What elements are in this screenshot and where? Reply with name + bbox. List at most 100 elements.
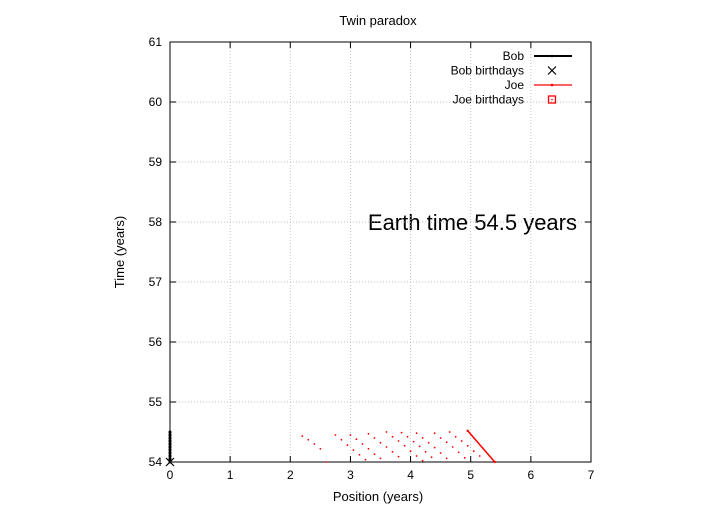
- joe-trail-point: [421, 437, 424, 439]
- joe-trail-point: [466, 444, 469, 447]
- joe-trail-point: [427, 441, 430, 444]
- joe-trail-point: [340, 438, 343, 441]
- joe-trail-point: [325, 461, 328, 463]
- bob-point: [168, 442, 172, 446]
- y-tick-label: 56: [149, 335, 163, 349]
- joe-trail-point: [463, 456, 466, 459]
- joe-trail-point: [439, 452, 442, 454]
- joe-trail-point: [391, 450, 394, 453]
- legend-label-joe-birthdays: Joe birthdays: [453, 93, 524, 107]
- x-tick-label: 4: [407, 468, 414, 482]
- y-tick-label: 60: [149, 95, 163, 109]
- joe-trail-point: [301, 435, 304, 438]
- joe-trail-point: [352, 449, 355, 451]
- joe-trail-point: [397, 440, 400, 442]
- joe-trail-point: [400, 431, 403, 434]
- x-tick-label: 2: [287, 468, 294, 482]
- joe-point: [466, 429, 469, 432]
- joe-trail-point: [445, 457, 448, 460]
- joe-trail-point: [430, 456, 433, 459]
- joe-trail-point: [358, 453, 361, 456]
- joe-trail-point: [361, 443, 364, 445]
- x-tick-label: 7: [588, 468, 595, 482]
- joe-trail-point: [439, 437, 442, 439]
- legend-swatch-dot-joe-birthdays: [551, 98, 553, 101]
- bob-point: [168, 439, 172, 443]
- legend-label-bob-birthdays: Bob birthdays: [451, 64, 524, 78]
- x-tick-label: 0: [167, 468, 174, 482]
- y-axis-label: Time (years): [112, 216, 127, 288]
- joe-trail-point: [334, 434, 337, 436]
- joe-trail-point: [367, 432, 370, 435]
- bob-point: [168, 451, 172, 455]
- joe-line: [467, 430, 496, 463]
- joe-trail-point: [397, 455, 400, 458]
- joe-trail-point: [355, 438, 358, 441]
- joe-trail-point: [385, 431, 388, 433]
- x-axis-label: Position (years): [333, 489, 423, 504]
- joe-trail-point: [451, 446, 454, 448]
- joe-trail-point: [391, 435, 394, 438]
- y-tick-label: 55: [149, 395, 163, 409]
- joe-trail-point: [457, 451, 460, 454]
- joe-trail-point: [415, 432, 418, 435]
- joe-trail-point: [472, 450, 475, 453]
- earth-time-annotation: Earth time 54.5 years: [368, 210, 577, 235]
- y-tick-label: 54: [149, 455, 163, 469]
- joe-trail-point: [418, 445, 421, 448]
- bob-point: [168, 445, 172, 449]
- joe-trail-point: [313, 443, 316, 445]
- joe-trail-point: [364, 458, 367, 461]
- joe-trail-point: [415, 455, 418, 457]
- joe-trail-point: [319, 447, 322, 450]
- joe-trail-point: [349, 434, 352, 436]
- legend-label-bob: Bob: [503, 49, 525, 63]
- joe-trail-point: [385, 446, 388, 448]
- y-tick-label: 59: [149, 155, 163, 169]
- joe-trail-point: [421, 459, 424, 462]
- joe-trail-point: [412, 440, 415, 443]
- joe-trail-point: [409, 450, 412, 453]
- x-tick-label: 6: [528, 468, 535, 482]
- joe-trail-point: [478, 455, 481, 457]
- joe-trail-point: [373, 453, 376, 456]
- bob-point: [168, 433, 172, 437]
- joe-trail-point: [448, 431, 451, 433]
- joe-trail-point: [403, 444, 406, 447]
- legend-swatch-point-joe: [550, 83, 554, 87]
- joe-trail-point: [433, 446, 436, 449]
- joe-trail-point: [373, 437, 376, 439]
- bob-point: [168, 436, 172, 440]
- joe-trail-point: [460, 440, 463, 442]
- joe-trail-point: [433, 432, 436, 435]
- joe-trail-point: [406, 435, 409, 438]
- chart-title: Twin paradox: [339, 13, 417, 28]
- joe-trail-point: [379, 457, 382, 460]
- joe-trail-point: [424, 450, 427, 453]
- bob-point: [168, 448, 172, 452]
- x-tick-label: 1: [227, 468, 234, 482]
- bob-point: [168, 454, 172, 458]
- plot-frame: [169, 41, 592, 463]
- bob-point: [168, 457, 172, 461]
- joe-trail-point: [346, 444, 349, 447]
- joe-trail-point: [379, 441, 382, 444]
- legend-label-joe: Joe: [505, 78, 525, 92]
- joe-trail-point: [445, 441, 448, 444]
- y-tick-label: 61: [149, 35, 163, 49]
- legend-swatch-joe-birthdays: [547, 95, 557, 104]
- joe-point: [493, 460, 496, 464]
- x-tick-label: 5: [467, 468, 474, 482]
- y-tick-label: 58: [149, 215, 163, 229]
- bob-birthdays-marker: [165, 457, 175, 467]
- joe-trail-point: [454, 435, 457, 438]
- legend-swatch-bob-birthdays: [547, 66, 557, 75]
- joe-trail-point: [367, 447, 370, 450]
- joe-trail-point: [307, 438, 310, 441]
- legend-swatch-point-bob: [550, 54, 554, 58]
- bob-point: [168, 430, 172, 434]
- y-tick-label: 57: [149, 275, 163, 289]
- x-tick-label: 3: [347, 468, 354, 482]
